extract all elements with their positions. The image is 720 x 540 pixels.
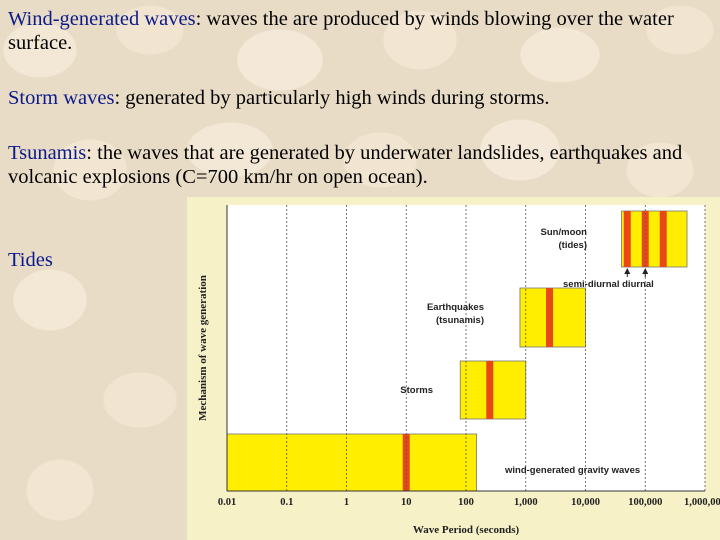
annotation-label: semi-diurnal diurnal — [563, 279, 654, 290]
x-tick-label: 100 — [458, 497, 474, 508]
peak-bar — [623, 211, 631, 267]
definition-text: : waves the are produced by winds blowin… — [8, 8, 674, 54]
x-tick-label: 10 — [401, 497, 412, 508]
definition-text: : the waves that are generated by underw… — [8, 142, 683, 188]
range-label: (tsunamis) — [436, 315, 484, 326]
y-axis-title: Mechanism of wave generation — [197, 275, 209, 421]
range-label: wind-generated gravity waves — [504, 465, 640, 476]
term-wind-waves: Wind-generated waves — [8, 8, 196, 30]
range-label: Storms — [400, 385, 433, 396]
range-box — [621, 210, 688, 268]
definition-storm-waves: Storm waves: generated by particularly h… — [8, 86, 714, 110]
definition-wind-waves: Wind-generated waves: waves the are prod… — [8, 7, 714, 55]
peak-bar — [659, 211, 667, 267]
range-label: (tides) — [559, 240, 588, 251]
term-tsunamis: Tsunamis — [8, 142, 87, 164]
peak-bar — [546, 288, 554, 347]
annotation-arrowhead — [624, 268, 631, 274]
wave-period-chart: 0.01 0.1 1 10 100 1,000 10,000 100,000 1,000,000… — [187, 197, 720, 540]
x-tick-label: 1 — [344, 497, 349, 508]
x-axis-title: Wave Period (seconds) — [413, 524, 520, 536]
definition-tsunamis: Tsunamis: the waves that are generated b… — [8, 141, 714, 189]
term-tides: Tides — [8, 249, 53, 271]
range-label: Earthquakes — [427, 302, 484, 313]
annotation-arrowhead — [642, 268, 649, 274]
range-label: Sun/moon — [541, 227, 588, 238]
x-tick-label: 100,000 — [628, 497, 662, 508]
term-storm-waves: Storm waves — [8, 87, 115, 109]
x-tick-label: 1,000 — [514, 497, 538, 508]
x-tick-label: 0.1 — [280, 497, 293, 508]
x-tick-label: 0.01 — [218, 497, 236, 508]
range-box — [226, 433, 477, 492]
peak-bar — [486, 361, 494, 419]
x-tick-label: 1,000,000 — [684, 497, 720, 508]
chart-svg: 0.01 0.1 1 10 100 1,000 10,000 100,000 1,000,000… — [197, 205, 720, 536]
x-tick-label: 10,000 — [571, 497, 600, 508]
definition-text: : generated by particularly high winds d… — [114, 87, 550, 109]
